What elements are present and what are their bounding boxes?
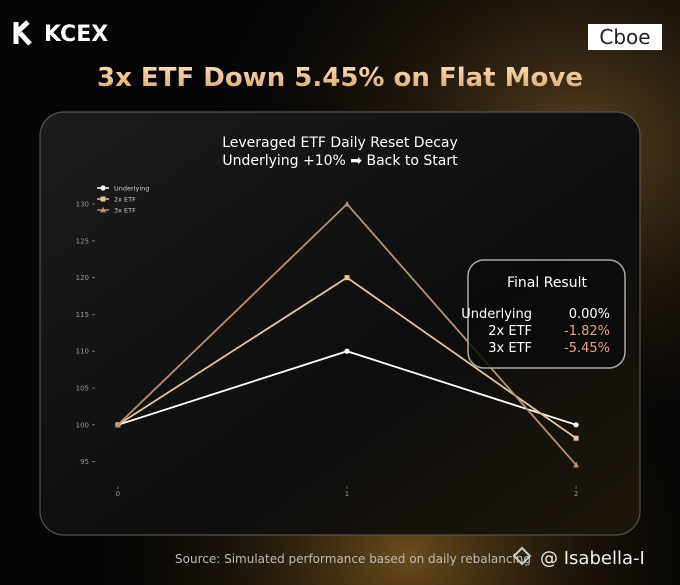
final-result-title: Final Result [507,275,587,291]
y-tick-label: 130 [76,201,89,209]
partner-logo [588,24,662,50]
y-tick-label: 100 [76,421,89,429]
source: Source: Simulated performance based on d… [175,552,531,566]
y-tick-label: 120 [76,274,89,282]
row-value: -5.45% [564,341,610,356]
legend-marker [100,196,106,202]
brand: KCEX [44,22,108,47]
point [344,200,350,207]
watermark-icon [512,546,532,566]
y-tick-label: 95 [80,458,89,466]
legend-label: 3x ETF [114,207,136,215]
row-label: 2x ETF [488,324,532,339]
row-value: -1.82% [564,324,610,339]
point [573,422,579,428]
plot: 95 100 105 110 115 120 125 130 0 1 2 Underlying 2x E… [76,185,580,498]
final-result-box [467,259,626,369]
point [114,421,121,428]
x-tick-label: 2 [574,490,578,498]
row-value: 0.00% [569,307,610,322]
watermark: @ Isabella-I [540,548,645,569]
point [573,461,580,468]
x-tick-label: 0 [116,490,120,498]
point [344,348,350,354]
chart-subtitle: Underlying +10% ➡ Back to Start [222,153,458,169]
chart-title: Leveraged ETF Daily Reset Decay [222,135,458,151]
legend-marker [100,185,106,191]
brand-icon [13,20,32,46]
legend-marker [100,206,106,213]
row-label: 3x ETF [488,341,532,356]
point [344,275,350,281]
y-tick-label: 110 [76,348,89,356]
y-tick-label: 105 [76,385,89,393]
y-tick-label: 125 [76,237,89,245]
x-tick-label: 1 [345,490,349,498]
legend-label: 2x ETF [114,196,136,204]
row-label: Underlying [461,307,532,322]
point [573,435,579,441]
headline: 3x ETF Down 5.45% on Flat Move [97,63,583,93]
partner: Cboe [599,25,650,49]
chart-card [39,111,641,536]
y-tick-label: 115 [76,311,89,319]
legend-label: Underlying [114,185,149,193]
final-result-rows: Underlying 0.00% 2x ETF -1.82% 3x ETF -5.45% [461,307,610,356]
